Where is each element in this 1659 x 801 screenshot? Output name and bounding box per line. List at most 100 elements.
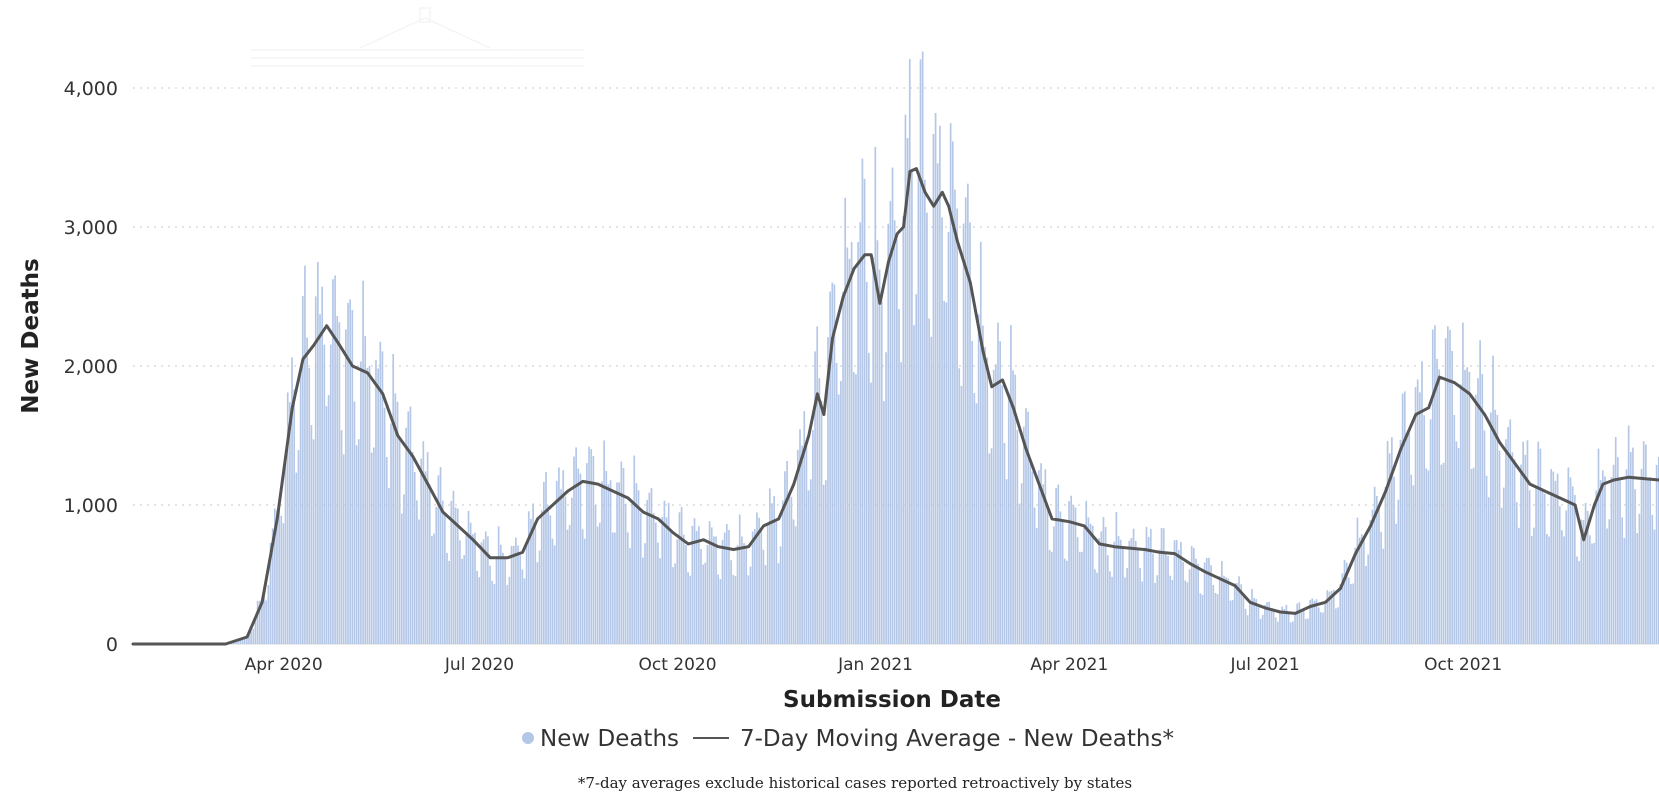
daily-bar: [474, 532, 476, 644]
daily-bar: [1035, 528, 1038, 644]
daily-bar: [1530, 535, 1533, 644]
daily-bar: [1087, 517, 1090, 644]
daily-bar: [547, 505, 550, 644]
daily-bar: [1502, 487, 1505, 644]
daily-bar: [329, 344, 332, 644]
daily-bar: [549, 515, 552, 644]
daily-bar: [751, 531, 754, 644]
daily-bar: [988, 453, 991, 644]
daily-bar: [1246, 615, 1249, 644]
daily-bar: [835, 363, 838, 644]
daily-bar: [461, 558, 463, 644]
daily-bar: [273, 508, 276, 644]
daily-bar: [517, 545, 519, 644]
daily-bar: [1378, 505, 1380, 644]
daily-bar: [1606, 528, 1608, 644]
daily-bar: [756, 512, 758, 644]
daily-bar: [1014, 374, 1017, 644]
daily-bar: [564, 496, 567, 644]
daily-bar: [1124, 577, 1126, 644]
daily-bar: [1524, 454, 1527, 644]
daily-bar: [769, 488, 771, 644]
daily-bar: [1233, 583, 1236, 644]
daily-bar: [1537, 441, 1540, 644]
daily-bar: [297, 450, 300, 644]
daily-bar: [413, 472, 416, 644]
daily-bar: [590, 449, 593, 644]
daily-bar: [388, 488, 390, 644]
daily-bar: [603, 440, 605, 644]
daily-bar: [245, 635, 248, 644]
daily-bar: [1403, 391, 1406, 644]
daily-bar: [1063, 558, 1066, 644]
daily-bar: [893, 220, 896, 644]
daily-bar: [1270, 609, 1273, 644]
daily-bar: [1266, 602, 1268, 644]
daily-bar: [390, 423, 392, 644]
daily-bar: [672, 567, 674, 644]
daily-bar: [616, 482, 618, 644]
daily-bar: [1571, 486, 1574, 644]
daily-bar: [730, 560, 732, 644]
daily-bar: [405, 427, 407, 644]
daily-bar: [323, 344, 326, 644]
daily-bar: [465, 534, 468, 644]
daily-bar: [454, 507, 457, 644]
daily-bar: [680, 506, 683, 644]
daily-bar: [1640, 468, 1643, 644]
daily-bar: [1356, 517, 1359, 644]
daily-bar: [1257, 607, 1260, 644]
daily-bar: [1612, 464, 1615, 644]
daily-bar: [702, 564, 704, 644]
daily-bar: [693, 518, 696, 644]
footnote: *7-day averages exclude historical cases…: [578, 774, 1132, 792]
daily-bar: [1145, 526, 1148, 644]
daily-bar: [1414, 387, 1417, 644]
daily-bar: [1186, 582, 1189, 644]
daily-bar: [250, 631, 252, 644]
daily-bar: [614, 532, 616, 644]
daily-bar: [381, 351, 384, 644]
daily-bar: [1582, 519, 1585, 644]
daily-bar: [1397, 499, 1400, 644]
daily-bar: [1048, 550, 1051, 644]
daily-bar: [364, 336, 367, 644]
daily-bar: [248, 632, 250, 644]
daily-bar: [1154, 582, 1156, 644]
daily-bar: [840, 381, 842, 644]
daily-bar: [448, 561, 450, 644]
daily-bar: [1102, 517, 1105, 644]
daily-bar: [1044, 469, 1047, 644]
daily-bar: [943, 300, 946, 644]
daily-bar: [1401, 393, 1404, 644]
daily-bar: [463, 555, 466, 644]
daily-bar: [984, 346, 986, 644]
daily-bar: [1212, 585, 1215, 644]
daily-bar: [480, 542, 483, 644]
daily-bar: [917, 175, 920, 644]
daily-bar: [1126, 568, 1128, 644]
daily-bar: [400, 513, 403, 644]
daily-bar: [846, 247, 849, 644]
daily-bar: [887, 223, 890, 645]
daily-bar: [885, 352, 887, 644]
daily-bar: [596, 526, 599, 644]
daily-bar: [706, 545, 709, 644]
daily-bar: [1498, 450, 1501, 644]
daily-bar: [1322, 612, 1324, 644]
daily-bar: [1561, 530, 1563, 644]
daily-bar: [467, 511, 470, 644]
daily-bar: [626, 532, 629, 644]
daily-bar: [1651, 514, 1654, 644]
daily-bar: [1410, 474, 1413, 644]
daily-bar: [575, 447, 577, 644]
daily-bar: [1442, 462, 1445, 644]
daily-bar: [1384, 486, 1387, 644]
daily-bar: [396, 401, 399, 644]
daily-bar: [310, 425, 313, 644]
daily-bars: [226, 51, 1659, 645]
daily-bar: [951, 141, 954, 644]
daily-bar: [403, 494, 405, 644]
daily-bar: [1459, 384, 1462, 644]
daily-bar: [1604, 476, 1606, 644]
